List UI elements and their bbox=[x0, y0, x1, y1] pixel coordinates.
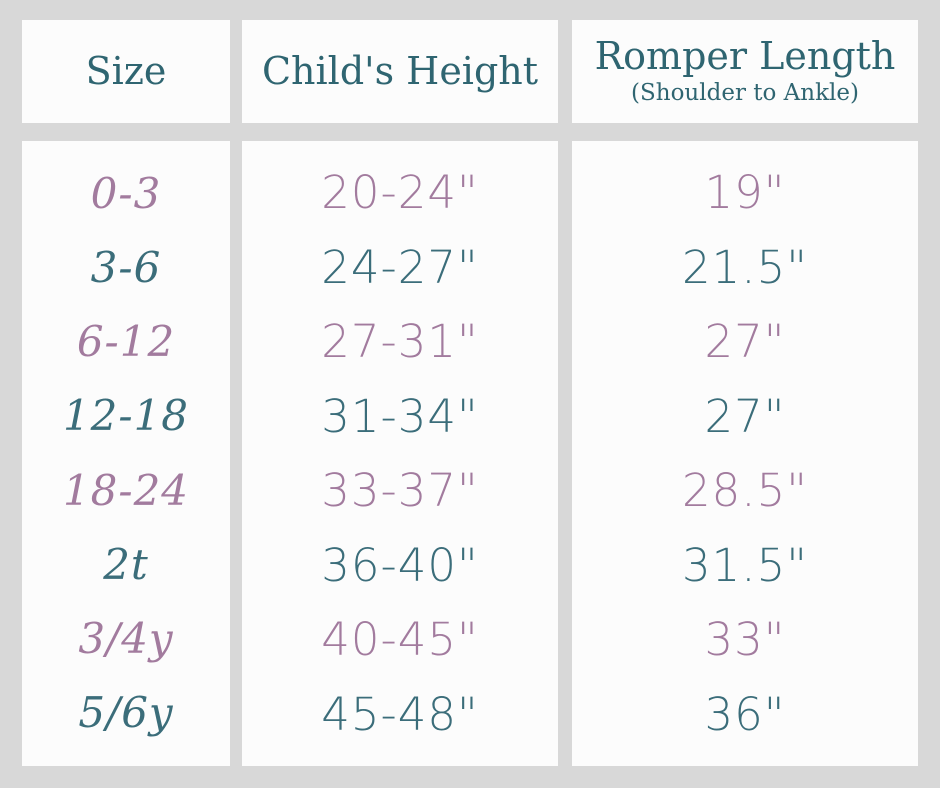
table-cell-height-row5: 33-37" bbox=[321, 464, 479, 518]
column-size-title: Size bbox=[85, 48, 167, 93]
table-cell-size-row5: 18-24 bbox=[62, 465, 190, 515]
table-cell-size-row2: 3-6 bbox=[90, 243, 162, 293]
column-romper-length-title: Romper Length bbox=[594, 34, 896, 79]
table-cell-length-row3: 27" bbox=[704, 315, 786, 369]
table-cell-length-row1: 19" bbox=[704, 166, 786, 220]
column-childs-height-values: 20-24" 24-27" 27-31" 31-34" 33-37" 36-40… bbox=[242, 141, 558, 766]
table-cell-size-row6: 2t bbox=[103, 539, 149, 589]
table-cell-height-row1: 20-24" bbox=[321, 166, 479, 220]
table-cell-size-row4: 12-18 bbox=[62, 391, 190, 441]
table-cell-size-row7: 3/4y bbox=[78, 613, 174, 663]
table-cell-size-row8: 5/6y bbox=[78, 687, 174, 737]
table-cell-size-row1: 0-3 bbox=[90, 169, 162, 219]
column-size: Size 0-3 3-6 6-12 12-18 18-24 2t 3/4y 5/… bbox=[22, 20, 230, 766]
table-cell-length-row7: 33" bbox=[704, 613, 786, 667]
table-cell-length-row8: 36" bbox=[704, 687, 786, 741]
column-childs-height-header: Child's Height bbox=[242, 20, 558, 123]
column-romper-length-values: 19" 21.5" 27" 27" 28.5" 31.5" 33" 36" bbox=[572, 141, 918, 766]
table-cell-height-row4: 31-34" bbox=[321, 389, 479, 443]
column-size-values: 0-3 3-6 6-12 12-18 18-24 2t 3/4y 5/6y bbox=[22, 141, 230, 766]
table-cell-height-row2: 24-27" bbox=[321, 240, 479, 294]
column-childs-height: Child's Height 20-24" 24-27" 27-31" 31-3… bbox=[242, 20, 558, 766]
table-cell-size-row3: 6-12 bbox=[76, 317, 176, 367]
column-romper-length-subtitle: (Shoulder to Ankle) bbox=[631, 79, 859, 106]
table-cell-height-row6: 36-40" bbox=[321, 538, 479, 592]
table-cell-height-row7: 40-45" bbox=[321, 613, 479, 667]
table-cell-length-row5: 28.5" bbox=[682, 464, 808, 518]
table-cell-length-row6: 31.5" bbox=[682, 538, 808, 592]
table-cell-length-row4: 27" bbox=[704, 389, 786, 443]
table-cell-height-row3: 27-31" bbox=[321, 315, 479, 369]
column-romper-length-header: Romper Length (Shoulder to Ankle) bbox=[572, 20, 918, 123]
column-romper-length: Romper Length (Shoulder to Ankle) 19" 21… bbox=[572, 20, 918, 766]
column-childs-height-title: Child's Height bbox=[261, 48, 539, 93]
table-cell-height-row8: 45-48" bbox=[321, 687, 479, 741]
column-size-header: Size bbox=[22, 20, 230, 123]
table-cell-length-row2: 21.5" bbox=[682, 240, 808, 294]
